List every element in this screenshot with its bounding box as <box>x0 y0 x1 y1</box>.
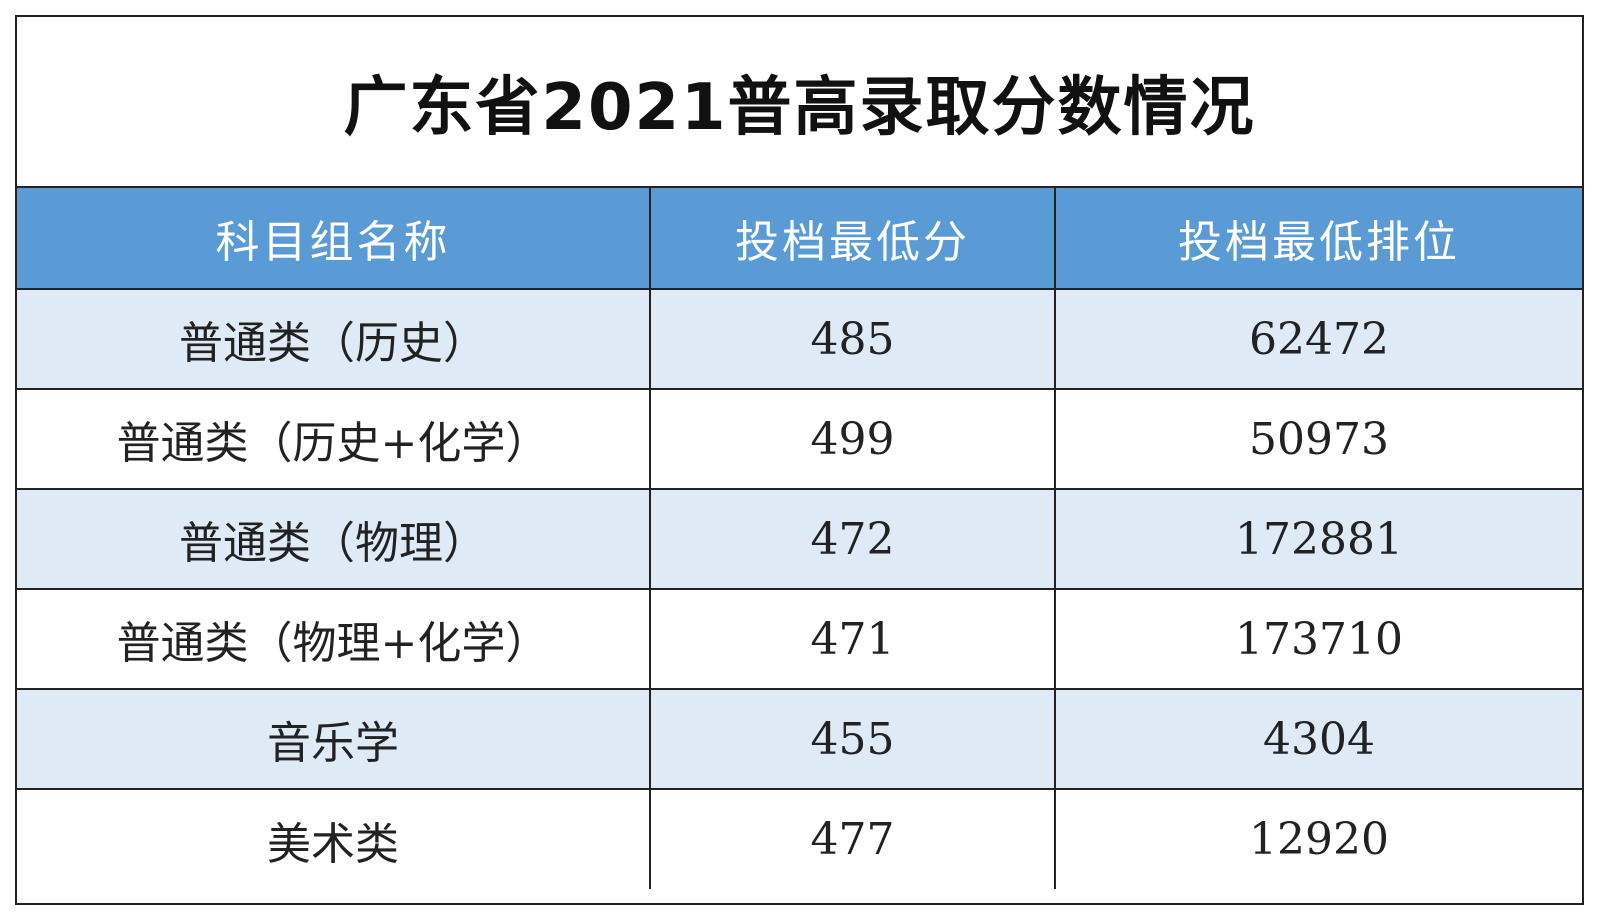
table-row: 普通类（物理+化学） 471 173710 <box>17 588 1582 689</box>
table-row: 普通类（历史） 485 62472 <box>17 289 1582 389</box>
min-rank-cell: 50973 <box>1054 388 1582 489</box>
title-row: 广东省2021普高录取分数情况 <box>17 17 1582 188</box>
min-score-cell: 471 <box>649 588 1055 689</box>
table-row: 音乐学 455 4304 <box>17 688 1582 789</box>
min-rank-cell: 172881 <box>1054 488 1582 589</box>
table-row: 普通类（历史+化学） 499 50973 <box>17 388 1582 489</box>
column-header-group: 科目组名称 <box>17 188 650 290</box>
min-score-cell: 485 <box>649 289 1055 389</box>
column-header-min-score: 投档最低分 <box>649 188 1055 290</box>
group-name-cell: 普通类（历史） <box>17 289 650 389</box>
group-name-cell: 普通类（历史+化学） <box>17 388 650 489</box>
min-rank-cell: 12920 <box>1054 788 1582 889</box>
min-score-cell: 499 <box>649 388 1055 489</box>
table-row: 普通类（物理） 472 172881 <box>17 488 1582 589</box>
group-name-cell: 音乐学 <box>17 688 650 789</box>
group-name-cell: 普通类（物理+化学） <box>17 588 650 689</box>
min-score-cell: 472 <box>649 488 1055 589</box>
table-row: 美术类 477 12920 <box>17 788 1582 889</box>
min-rank-cell: 173710 <box>1054 588 1582 689</box>
min-score-cell: 477 <box>649 788 1055 889</box>
min-score-cell: 455 <box>649 688 1055 789</box>
score-table: 科目组名称 投档最低分 投档最低排位 普通类（历史） 485 62472 普通类… <box>17 188 1582 889</box>
admission-score-table-sheet: 广东省2021普高录取分数情况 科目组名称 投档最低分 投档最低排位 普通类（历… <box>15 15 1584 905</box>
column-header-min-rank: 投档最低排位 <box>1054 188 1582 290</box>
min-rank-cell: 4304 <box>1054 688 1582 789</box>
header-row: 科目组名称 投档最低分 投档最低排位 <box>17 188 1582 290</box>
group-name-cell: 普通类（物理） <box>17 488 650 589</box>
min-rank-cell: 62472 <box>1054 289 1582 389</box>
group-name-cell: 美术类 <box>17 788 650 889</box>
table-title: 广东省2021普高录取分数情况 <box>343 70 1256 145</box>
